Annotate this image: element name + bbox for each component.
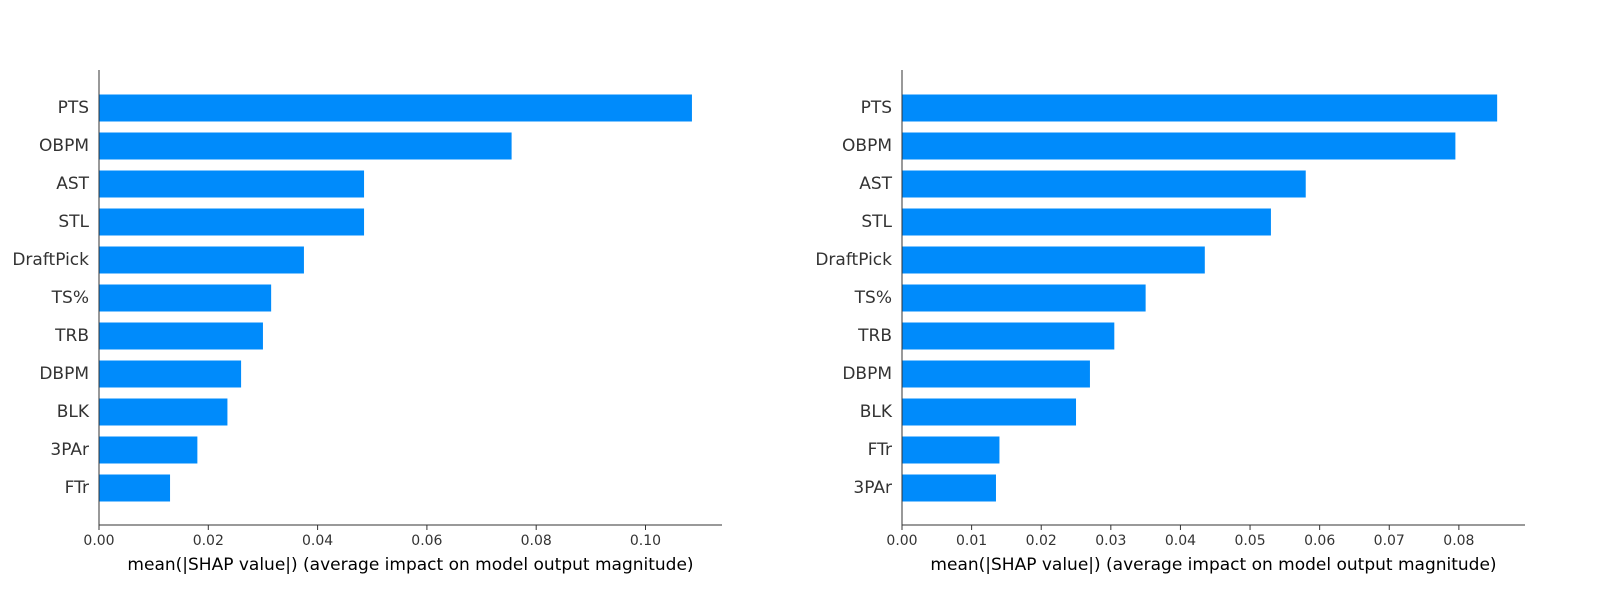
category-label: DraftPick	[12, 250, 89, 270]
category-label: AST	[859, 174, 892, 194]
right-chart-panel: PTS OBPM AST STL DraftPick TS% TRB DBPM BLK FTr 3P…	[815, 70, 1525, 575]
x-tick-label: 0.04	[302, 533, 333, 549]
category-label: TRB	[54, 326, 89, 346]
x-tick-label: 0.06	[411, 533, 442, 549]
category-label: DraftPick	[815, 250, 892, 270]
bar-1-5	[902, 284, 1146, 312]
category-label: PTS	[861, 98, 892, 118]
bar-0-9	[99, 436, 198, 464]
category-label: DBPM	[39, 364, 89, 384]
bar-1-7	[902, 360, 1090, 388]
bar-1-4	[902, 246, 1205, 274]
x-tick-label: 0.03	[1095, 533, 1126, 549]
x-tick-label: 0.07	[1374, 533, 1405, 549]
bar-1-6	[902, 322, 1115, 350]
bar-1-3	[902, 208, 1271, 236]
category-label: FTr	[868, 440, 892, 460]
category-label: AST	[56, 174, 89, 194]
bar-0-5	[99, 284, 272, 312]
bar-1-10	[902, 474, 996, 502]
bar-0-8	[99, 398, 228, 426]
bar-0-3	[99, 208, 365, 236]
x-tick-label: 0.06	[1304, 533, 1335, 549]
x-tick-label: 0.04	[1165, 533, 1196, 549]
bar-1-1	[902, 132, 1456, 160]
bar-0-4	[99, 246, 304, 274]
category-label: BLK	[860, 402, 893, 422]
category-label: FTr	[65, 478, 89, 498]
category-label: 3PAr	[853, 478, 892, 498]
category-label: DBPM	[842, 364, 892, 384]
x-axis-title: mean(|SHAP value|) (average impact on mo…	[930, 555, 1496, 575]
category-label: BLK	[57, 402, 90, 422]
bar-0-0	[99, 94, 692, 122]
x-axis-title: mean(|SHAP value|) (average impact on mo…	[127, 555, 693, 575]
x-tick-label: 0.00	[886, 533, 917, 549]
x-tick-label: 0.08	[521, 533, 552, 549]
bar-1-8	[902, 398, 1077, 426]
left-chart-panel: PTS OBPM AST STL DraftPick TS% TRB DBPM BLK 3PAr F…	[12, 70, 722, 575]
x-tick-label: 0.02	[193, 533, 224, 549]
bar-1-2	[902, 170, 1306, 198]
category-label: STL	[861, 212, 892, 232]
category-label: OBPM	[842, 136, 892, 156]
category-label: TRB	[857, 326, 892, 346]
bar-0-6	[99, 322, 263, 350]
category-label: OBPM	[39, 136, 89, 156]
bar-0-7	[99, 360, 242, 388]
x-tick-label: 0.05	[1234, 533, 1265, 549]
category-label: STL	[58, 212, 89, 232]
category-label: TS%	[854, 288, 892, 308]
bar-0-10	[99, 474, 171, 502]
x-tick-label: 0.02	[1026, 533, 1057, 549]
category-label: 3PAr	[50, 440, 89, 460]
bar-0-2	[99, 170, 365, 198]
x-tick-label: 0.00	[83, 533, 114, 549]
x-tick-label: 0.01	[956, 533, 987, 549]
bar-1-9	[902, 436, 1000, 464]
x-tick-label: 0.10	[630, 533, 661, 549]
bar-1-0	[902, 94, 1498, 122]
bar-0-1	[99, 132, 512, 160]
category-label: PTS	[58, 98, 89, 118]
x-tick-label: 0.08	[1443, 533, 1474, 549]
category-label: TS%	[51, 288, 89, 308]
